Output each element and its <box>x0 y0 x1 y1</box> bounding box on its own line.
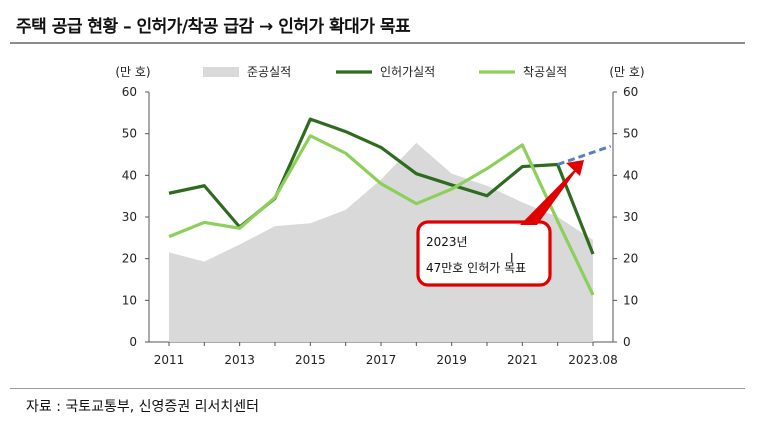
source-divider <box>10 388 745 389</box>
y-tick-label-left: 40 <box>122 168 137 182</box>
callout-arrowhead <box>566 160 584 176</box>
y-tick-label-left: 30 <box>122 210 137 224</box>
y-tick-label-left: 10 <box>122 293 137 307</box>
y-tick-label-right: 20 <box>623 252 638 266</box>
y-tick-label-right: 60 <box>623 85 638 99</box>
callout-line-1: 2023년 <box>426 235 468 249</box>
y-tick-label-right: 30 <box>623 210 638 224</box>
legend-label: 착공실적 <box>523 65 567 79</box>
title-divider <box>10 42 745 44</box>
y-tick-label-left: 0 <box>129 335 137 349</box>
callout-line-2: 47만호 인허가 목표 <box>426 261 526 275</box>
y-tick-label-left: 50 <box>122 127 137 141</box>
callout-box <box>416 220 552 287</box>
y-axis-unit-right: (만 호) <box>609 65 644 79</box>
x-tick-label: 2019 <box>436 353 467 367</box>
x-tick-label: 2023.08 <box>568 353 618 367</box>
x-tick-label: 2011 <box>154 353 185 367</box>
chart-title: 주택 공급 현황 – 인허가/착공 급감 → 인허가 확대가 목표 <box>16 17 411 37</box>
y-axis-unit-left: (만 호) <box>115 65 150 79</box>
text-cursor-icon: I <box>510 251 514 265</box>
target-dashed-line <box>557 144 612 166</box>
y-tick-label-right: 10 <box>623 293 638 307</box>
series-area-completions <box>169 142 593 342</box>
y-tick-label-left: 60 <box>122 85 137 99</box>
x-tick-label: 2015 <box>295 353 326 367</box>
source-note: 자료 : 국토교통부, 신영증권 리서치센터 <box>26 399 260 415</box>
legend-label: 인허가실적 <box>380 65 435 79</box>
legend-label: 준공실적 <box>247 65 291 79</box>
chart-plot: 0 0 10 10 20 20 30 30 40 40 50 50 60 60 (만 호) (만 호) 2011… <box>115 65 644 367</box>
y-tick-label-left: 20 <box>122 252 137 266</box>
callout-pointer <box>520 160 584 225</box>
x-tick-label: 2013 <box>224 353 255 367</box>
y-tick-label-right: 0 <box>623 335 631 349</box>
y-tick-label-right: 40 <box>623 168 638 182</box>
x-tick-label: 2017 <box>366 353 397 367</box>
y-tick-label-right: 50 <box>623 127 638 141</box>
series-line-starts <box>168 134 595 296</box>
x-tick-label: 2021 <box>507 353 538 367</box>
legend-swatch-area <box>203 67 239 77</box>
